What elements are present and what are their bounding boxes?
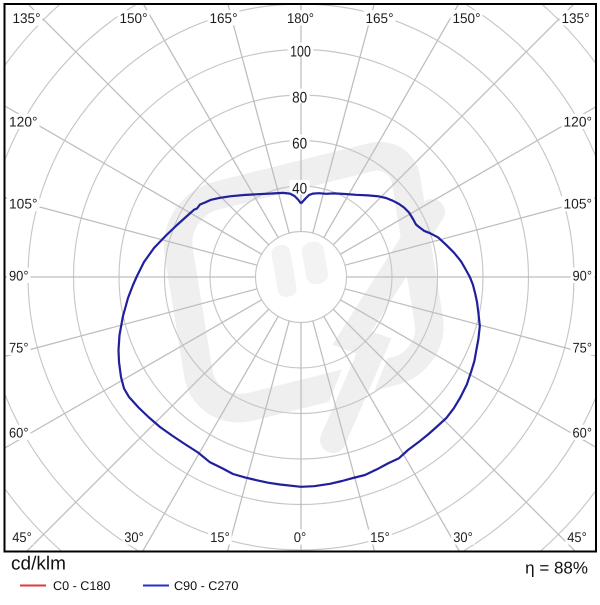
svg-text:0°: 0° — [294, 529, 307, 545]
svg-text:105°: 105° — [9, 196, 38, 212]
svg-text:165°: 165° — [210, 10, 238, 26]
svg-text:80: 80 — [292, 89, 307, 106]
svg-text:180°: 180° — [287, 10, 314, 26]
svg-text:30°: 30° — [453, 529, 473, 545]
svg-text:C0 - C180: C0 - C180 — [53, 579, 110, 593]
svg-text:η = 88%: η = 88% — [525, 559, 588, 578]
svg-text:15°: 15° — [370, 529, 390, 545]
svg-text:75°: 75° — [9, 339, 29, 355]
svg-text:60°: 60° — [573, 424, 593, 440]
svg-text:150°: 150° — [120, 10, 148, 26]
svg-text:90°: 90° — [573, 267, 593, 283]
svg-text:90°: 90° — [9, 267, 29, 283]
svg-text:45°: 45° — [567, 529, 587, 545]
svg-text:120°: 120° — [564, 113, 593, 129]
svg-text:40: 40 — [292, 181, 307, 198]
svg-text:100: 100 — [290, 43, 311, 60]
svg-text:135°: 135° — [562, 10, 590, 26]
svg-text:C90 - C270: C90 - C270 — [174, 579, 238, 593]
svg-text:cd/klm: cd/klm — [11, 554, 66, 575]
svg-text:75°: 75° — [573, 339, 593, 355]
svg-text:105°: 105° — [564, 196, 593, 212]
svg-text:60: 60 — [292, 135, 307, 152]
svg-text:150°: 150° — [453, 10, 481, 26]
svg-text:165°: 165° — [366, 10, 394, 26]
svg-text:135°: 135° — [13, 10, 41, 26]
svg-text:60°: 60° — [9, 424, 29, 440]
svg-text:45°: 45° — [12, 529, 32, 545]
svg-text:30°: 30° — [124, 529, 144, 545]
svg-text:120°: 120° — [9, 113, 38, 129]
svg-text:15°: 15° — [210, 529, 230, 545]
